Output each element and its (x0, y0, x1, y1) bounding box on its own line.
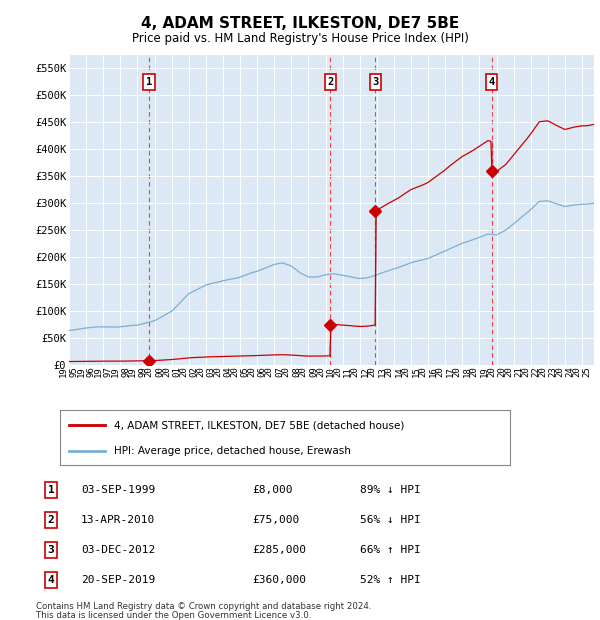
Text: £75,000: £75,000 (252, 515, 299, 525)
Text: £360,000: £360,000 (252, 575, 306, 585)
Text: This data is licensed under the Open Government Licence v3.0.: This data is licensed under the Open Gov… (36, 611, 311, 620)
Text: £8,000: £8,000 (252, 485, 293, 495)
Text: 1: 1 (47, 485, 55, 495)
Text: 03-SEP-1999: 03-SEP-1999 (81, 485, 155, 495)
Text: 52% ↑ HPI: 52% ↑ HPI (360, 575, 421, 585)
Text: 2: 2 (327, 77, 334, 87)
Text: 4, ADAM STREET, ILKESTON, DE7 5BE: 4, ADAM STREET, ILKESTON, DE7 5BE (141, 16, 459, 31)
Text: £285,000: £285,000 (252, 545, 306, 555)
Text: 4: 4 (488, 77, 495, 87)
Text: 13-APR-2010: 13-APR-2010 (81, 515, 155, 525)
Text: HPI: Average price, detached house, Erewash: HPI: Average price, detached house, Erew… (114, 446, 351, 456)
Text: 03-DEC-2012: 03-DEC-2012 (81, 545, 155, 555)
Text: 4, ADAM STREET, ILKESTON, DE7 5BE (detached house): 4, ADAM STREET, ILKESTON, DE7 5BE (detac… (114, 420, 404, 430)
Text: 2: 2 (47, 515, 55, 525)
Text: Contains HM Land Registry data © Crown copyright and database right 2024.: Contains HM Land Registry data © Crown c… (36, 602, 371, 611)
Text: Price paid vs. HM Land Registry's House Price Index (HPI): Price paid vs. HM Land Registry's House … (131, 32, 469, 45)
Text: 3: 3 (373, 77, 379, 87)
Text: 1: 1 (146, 77, 152, 87)
Text: 89% ↓ HPI: 89% ↓ HPI (360, 485, 421, 495)
Text: 3: 3 (47, 545, 55, 555)
Text: 20-SEP-2019: 20-SEP-2019 (81, 575, 155, 585)
Text: 66% ↑ HPI: 66% ↑ HPI (360, 545, 421, 555)
Text: 56% ↓ HPI: 56% ↓ HPI (360, 515, 421, 525)
Text: 4: 4 (47, 575, 55, 585)
